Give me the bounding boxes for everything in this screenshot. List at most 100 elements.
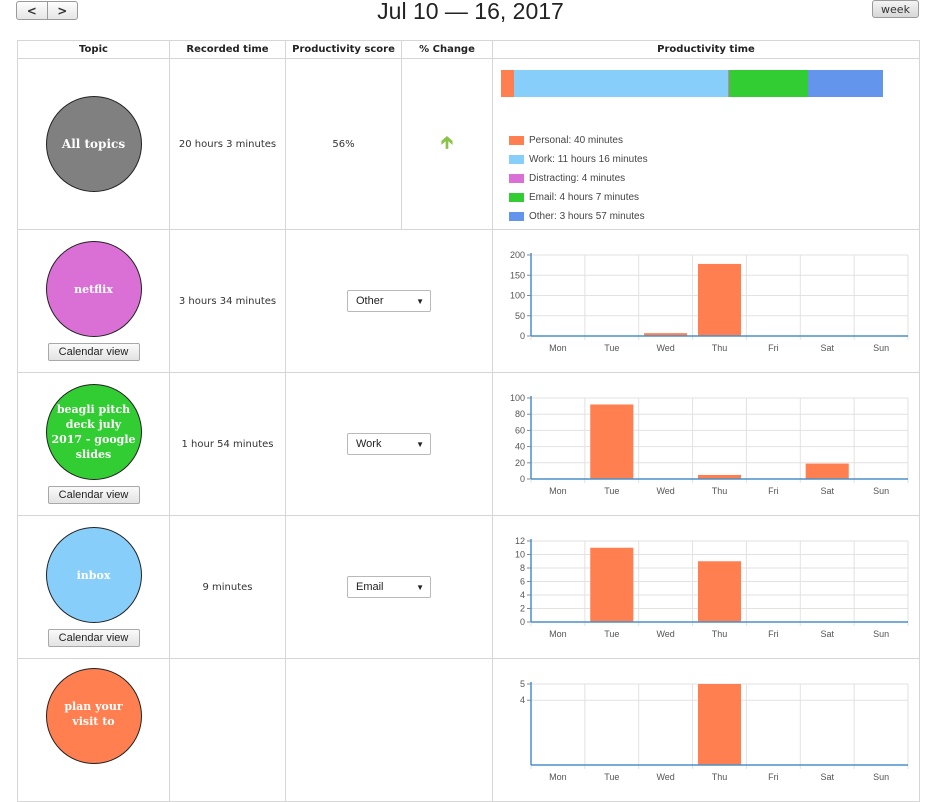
x-tick-label: Sat: [820, 772, 834, 782]
y-tick-label: 100: [510, 291, 525, 301]
legend-item: Work: 11 hours 16 minutes: [509, 150, 648, 169]
category-select[interactable]: Email ▼: [347, 576, 431, 598]
productivity-stacked-bar: [501, 70, 883, 97]
daily-bar-chart: 4 5 Mon Tue Wed Thu Fri Sat Sun: [520, 679, 909, 782]
up-arrow-icon: 🡱: [440, 132, 454, 153]
calendar-view-button[interactable]: Calendar view: [47, 486, 140, 504]
x-tick-label: Tue: [604, 629, 619, 639]
topic-circle[interactable]: netflix: [45, 241, 142, 337]
stacked-bar-segment: [501, 70, 514, 97]
category-select[interactable]: Other ▼: [347, 290, 431, 312]
topic-cell: netflix Calendar view: [17, 229, 170, 373]
x-tick-label: Wed: [656, 772, 674, 782]
y-tick-label: 0: [520, 617, 525, 627]
x-tick-label: Tue: [604, 772, 619, 782]
legend-swatch: [509, 212, 524, 221]
x-tick-label: Mon: [549, 629, 567, 639]
y-tick-label: 100: [510, 393, 525, 403]
x-tick-label: Mon: [549, 343, 567, 353]
y-tick-label: 50: [515, 311, 525, 321]
chart-bar: [697, 684, 742, 765]
topic-label: netflix: [74, 282, 113, 296]
category-value: Other: [356, 295, 384, 307]
y-tick-label: 0: [520, 331, 525, 341]
x-tick-label: Fri: [768, 629, 779, 639]
page-title: Jul 10 — 16, 2017: [377, 0, 564, 24]
category-cell: Work ▼: [285, 372, 493, 516]
chevron-right-icon: >: [57, 3, 68, 18]
legend-swatch: [509, 193, 524, 202]
recorded-time: 20 hours 3 minutes: [169, 58, 286, 230]
chart-cell: 0 20 40 60 80 100 Mon Tue Wed Thu Fri Sat Sun: [492, 372, 920, 516]
y-tick-label: 40: [515, 442, 525, 452]
topic-circle[interactable]: All topics: [45, 96, 142, 192]
x-tick-label: Sun: [873, 486, 889, 496]
x-tick-label: Wed: [656, 343, 674, 353]
x-tick-label: Thu: [712, 772, 728, 782]
category-value: Work: [356, 438, 382, 450]
chart-bar: [697, 263, 742, 336]
dropdown-arrow-icon: ▼: [416, 439, 424, 449]
x-tick-label: Fri: [768, 486, 779, 496]
x-tick-label: Sat: [820, 629, 834, 639]
legend-label: Personal: 40 minutes: [529, 135, 623, 146]
chart-cell: 4 5 Mon Tue Wed Thu Fri Sat Sun: [492, 658, 920, 802]
table-header-row: Topic Recorded time Productivity score %…: [17, 40, 920, 59]
col-recorded-time: Recorded time: [169, 40, 286, 59]
prev-week-button[interactable]: <: [17, 2, 47, 19]
topic-label: inbox: [76, 568, 111, 582]
dropdown-arrow-icon: ▼: [416, 296, 424, 306]
x-tick-label: Tue: [604, 486, 619, 496]
x-tick-label: Wed: [656, 486, 674, 496]
category-cell: Email ▼: [285, 515, 493, 659]
topic-cell: plan your visit to: [17, 658, 170, 802]
y-tick-label: 80: [515, 409, 525, 419]
table-row: netflix Calendar view 3 hours 34 minutes…: [17, 229, 920, 373]
legend-item: Personal: 40 minutes: [509, 131, 648, 150]
chart-bar: [805, 463, 849, 479]
recorded-time: 9 minutes: [169, 515, 286, 659]
x-tick-label: Sun: [873, 772, 889, 782]
legend-item: Other: 3 hours 57 minutes: [509, 207, 648, 226]
calendar-view-button[interactable]: Calendar view: [47, 343, 140, 361]
chart-bar: [590, 404, 634, 479]
legend-swatch: [509, 136, 524, 145]
recorded-time: [169, 658, 286, 802]
chart-bar: [697, 561, 742, 622]
col-productivity-time: Productivity time: [492, 40, 920, 59]
y-tick-label: 10: [515, 550, 525, 560]
stacked-bar-segment: [729, 70, 808, 97]
productivity-score: 56%: [285, 58, 402, 230]
legend-swatch: [509, 155, 524, 164]
category-value: Email: [356, 581, 384, 593]
category-select[interactable]: Work ▼: [347, 433, 431, 455]
recorded-time: 3 hours 34 minutes: [169, 229, 286, 373]
table-row-summary: All topics 20 hours 3 minutes 56% 🡱 Pers…: [17, 58, 920, 230]
x-tick-label: Thu: [712, 629, 728, 639]
change-cell: 🡱: [401, 58, 493, 230]
x-tick-label: Thu: [712, 486, 728, 496]
legend-label: Work: 11 hours 16 minutes: [529, 154, 648, 165]
week-nav: < >: [16, 1, 78, 20]
stacked-bar-segment: [513, 70, 729, 97]
topic-circle[interactable]: plan your visit to: [45, 668, 142, 764]
x-tick-label: Thu: [712, 343, 728, 353]
topic-circle[interactable]: inbox: [45, 527, 142, 623]
topic-cell: All topics: [17, 58, 170, 230]
next-week-button[interactable]: >: [46, 2, 78, 19]
x-tick-label: Sat: [820, 486, 834, 496]
topic-circle[interactable]: beagli pitch deck july 2017 - google sli…: [45, 384, 142, 480]
week-button[interactable]: week: [872, 0, 919, 18]
y-tick-label: 200: [510, 250, 525, 260]
x-tick-label: Fri: [768, 343, 779, 353]
calendar-view-button[interactable]: Calendar view: [47, 629, 140, 647]
legend-item: Distracting: 4 minutes: [509, 169, 648, 188]
topic-cell: beagli pitch deck july 2017 - google sli…: [17, 372, 170, 516]
chart-bar: [697, 474, 742, 479]
dropdown-arrow-icon: ▼: [416, 582, 424, 592]
recorded-time: 1 hour 54 minutes: [169, 372, 286, 516]
daily-bar-chart: 0 2 4 6 8 10 12 Mon Tue Wed Thu Fri Sat Sun: [515, 536, 909, 639]
stacked-bar-segment: [807, 70, 883, 97]
chart-bar: [644, 333, 688, 336]
legend-item: Email: 4 hours 7 minutes: [509, 188, 648, 207]
